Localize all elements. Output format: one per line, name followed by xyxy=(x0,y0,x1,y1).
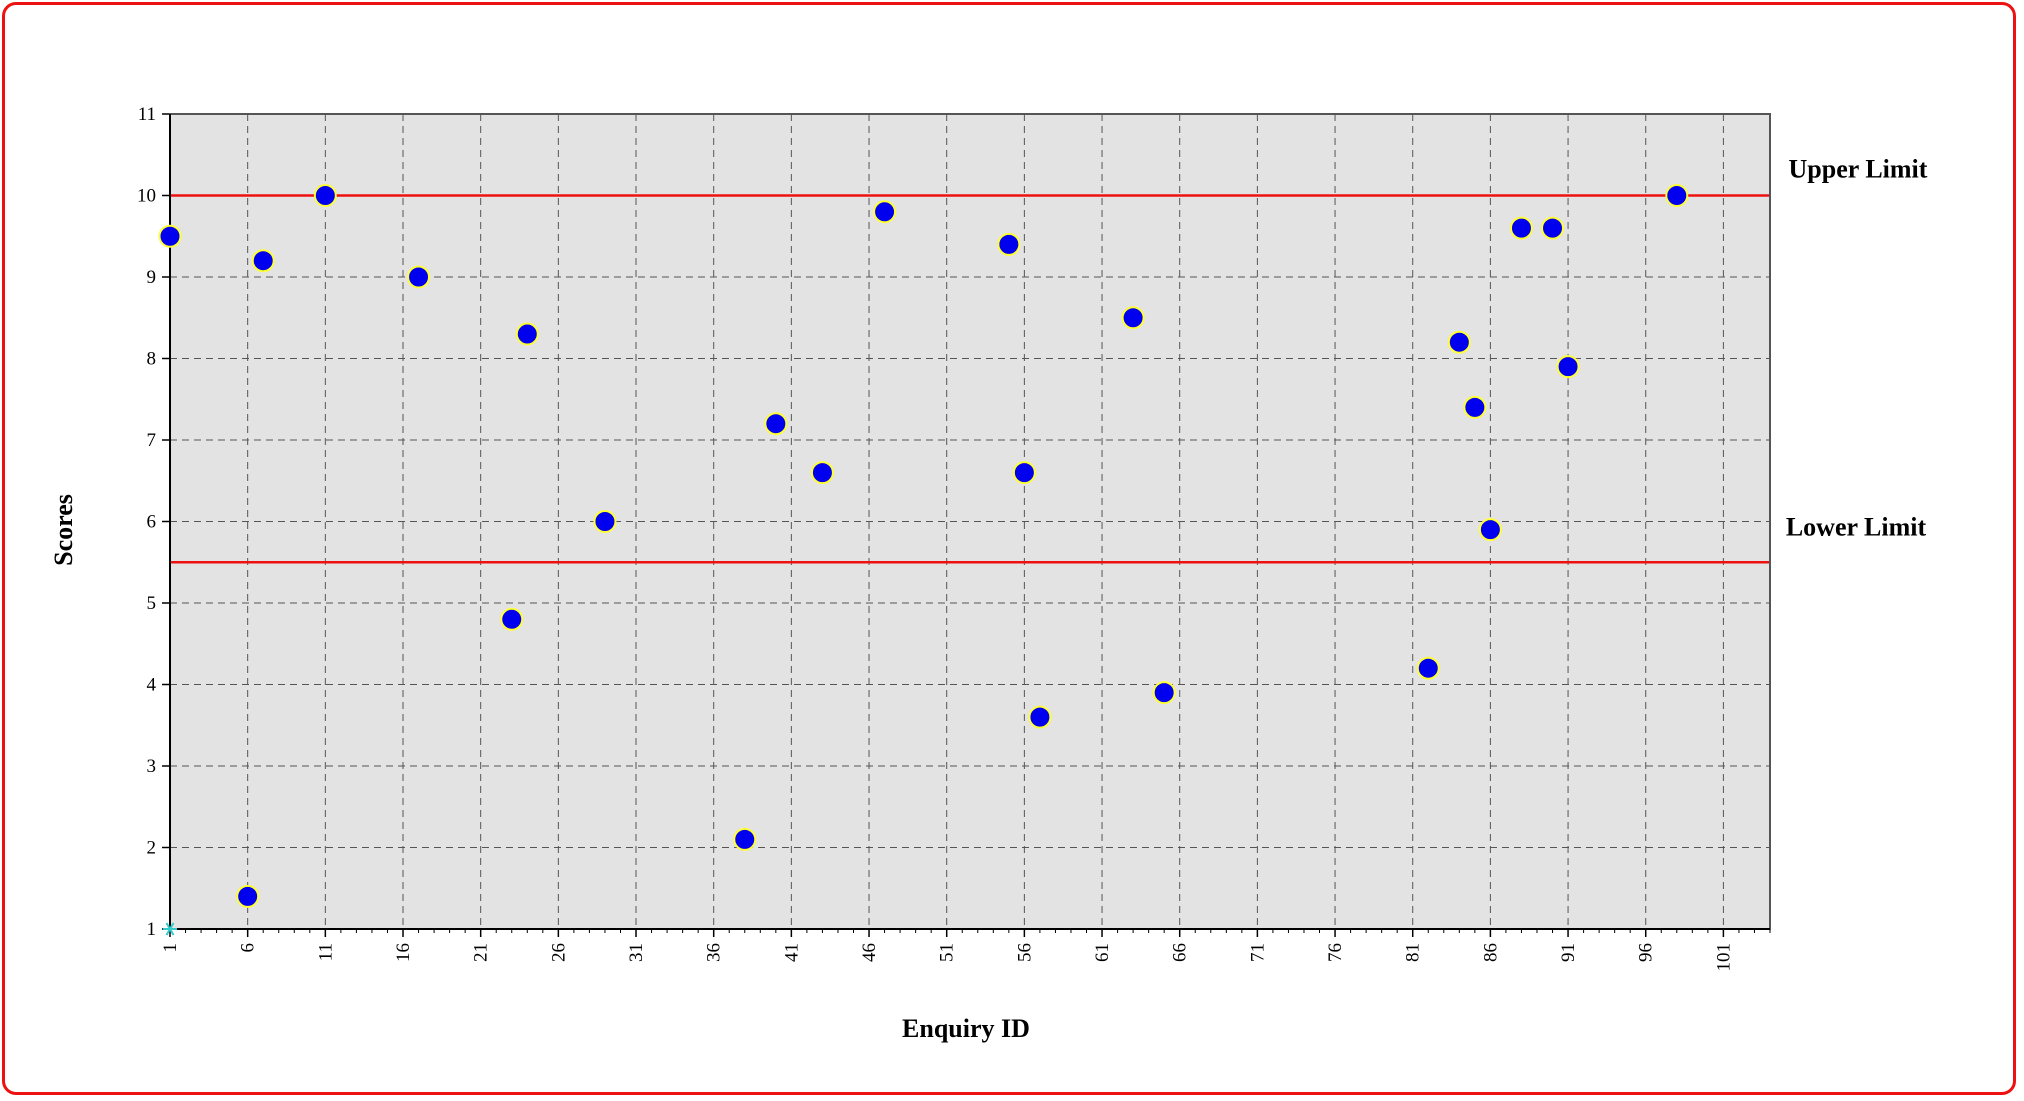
x-tick-label: 21 xyxy=(471,943,492,962)
x-tick-label: 81 xyxy=(1403,943,1424,962)
data-point xyxy=(1416,656,1440,680)
data-point xyxy=(500,607,524,631)
y-tick-label: 3 xyxy=(147,756,157,777)
data-point xyxy=(1509,216,1533,240)
data-point xyxy=(1463,395,1487,419)
x-tick-label: 6 xyxy=(238,943,259,953)
data-point xyxy=(1152,681,1176,705)
x-tick-label: 1 xyxy=(160,943,181,953)
data-point xyxy=(407,265,431,289)
origin-marker-stroke xyxy=(165,922,175,936)
lower-limit-label: Lower Limit xyxy=(1786,513,1927,542)
x-tick-label: 66 xyxy=(1170,943,1191,962)
y-axis-title: Scores xyxy=(49,494,78,566)
labels: Enquiry ID Scores xyxy=(49,494,1030,1043)
data-point xyxy=(1478,518,1502,542)
x-axis-title: Enquiry ID xyxy=(902,1014,1030,1043)
data-point xyxy=(810,461,834,485)
y-tick-label: 8 xyxy=(147,349,157,370)
data-point xyxy=(236,884,260,908)
upper-limit-label: Upper Limit xyxy=(1789,155,1928,184)
x-tick-label: 71 xyxy=(1247,943,1268,962)
data-point xyxy=(593,510,617,533)
data-point xyxy=(251,249,275,273)
y-tick-label: 2 xyxy=(147,838,157,859)
y-tick-label: 5 xyxy=(147,593,157,614)
data-point xyxy=(1012,461,1036,485)
y-tick-label: 4 xyxy=(147,675,157,696)
y-tick-label: 6 xyxy=(147,512,157,533)
y-tick-label: 10 xyxy=(137,186,156,207)
y-tick-label: 11 xyxy=(138,104,156,125)
data-point xyxy=(515,322,539,346)
data-point xyxy=(1541,216,1565,240)
y-tick-label: 7 xyxy=(147,430,157,451)
x-tick-label: 26 xyxy=(548,943,569,962)
data-point xyxy=(997,232,1021,256)
data-point xyxy=(1665,184,1689,207)
x-tick-label: 16 xyxy=(393,943,414,962)
data-point xyxy=(1447,330,1471,354)
data-point xyxy=(1121,306,1145,330)
x-tick-label: 36 xyxy=(704,943,725,962)
x-tick-label: 96 xyxy=(1636,943,1657,962)
x-tick-label: 61 xyxy=(1092,943,1113,962)
y-tick-label: 9 xyxy=(147,267,157,288)
data-point xyxy=(1028,705,1052,729)
origin-marker xyxy=(163,922,177,936)
data-point xyxy=(313,184,337,207)
y-tick-label: 1 xyxy=(147,919,157,940)
x-tick-label: 31 xyxy=(626,943,647,962)
x-tick-label: 46 xyxy=(859,943,880,962)
x-tick-label: 91 xyxy=(1558,943,1579,962)
x-tick-label: 51 xyxy=(937,943,958,962)
limit-lines: Upper Limit Lower Limit xyxy=(170,155,1928,564)
x-tick-label: 41 xyxy=(781,943,802,962)
data-point xyxy=(1556,355,1580,379)
x-tick-label: 11 xyxy=(315,943,336,961)
data-point xyxy=(873,200,897,224)
x-tick-label: 101 xyxy=(1713,943,1734,972)
data-point xyxy=(158,224,182,248)
x-tick-label: 76 xyxy=(1325,943,1346,962)
x-tick-label: 86 xyxy=(1480,943,1501,962)
data-point xyxy=(764,412,788,436)
data-point xyxy=(733,827,757,851)
data-points xyxy=(158,184,1689,908)
x-tick-label: 56 xyxy=(1014,943,1035,962)
